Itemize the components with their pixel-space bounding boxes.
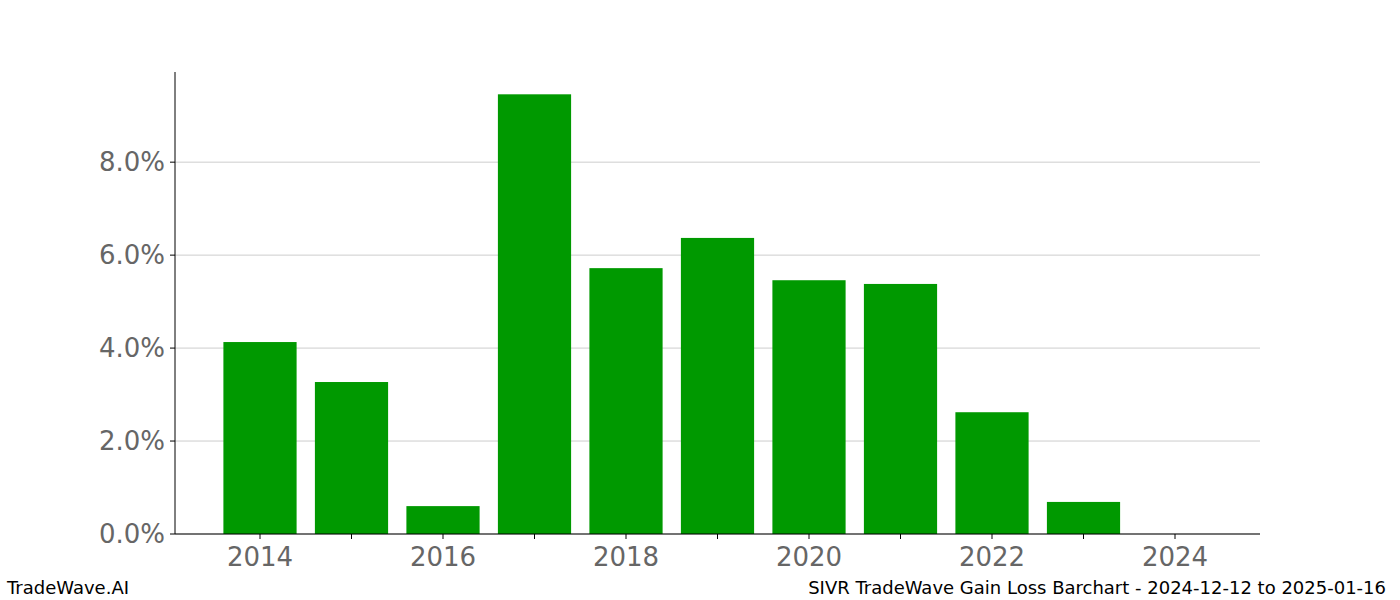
x-tick-label: 2022	[959, 542, 1025, 572]
y-tick-label: 8.0%	[99, 147, 165, 177]
x-tick	[443, 534, 444, 539]
bar	[589, 268, 662, 534]
bar	[864, 284, 937, 534]
x-tick	[260, 534, 261, 539]
title: SIVR TradeWave Gain Loss Barchart - 2024…	[808, 577, 1386, 598]
y-tick-label: 2.0%	[99, 426, 165, 456]
bar	[772, 280, 845, 534]
x-tick	[992, 534, 993, 539]
y-tick	[170, 255, 175, 256]
grid-line	[175, 162, 1260, 163]
x-tick	[534, 534, 535, 539]
x-tick-label: 2018	[593, 542, 659, 572]
x-tick	[900, 534, 901, 539]
bar	[406, 506, 479, 534]
x-tick	[1083, 534, 1084, 539]
bar	[955, 412, 1028, 534]
x-tick	[1175, 534, 1176, 539]
y-tick	[170, 441, 175, 442]
y-tick-label: 6.0%	[99, 240, 165, 270]
y-tick	[170, 348, 175, 349]
x-tick-label: 2014	[227, 542, 293, 572]
x-tick	[626, 534, 627, 539]
bar	[315, 382, 388, 534]
y-tick-label: 0.0%	[99, 519, 165, 549]
x-tick-label: 2024	[1142, 542, 1208, 572]
x-tick	[717, 534, 718, 539]
x-tick-label: 2020	[776, 542, 842, 572]
bar	[498, 94, 571, 534]
source: TradeWave.AI	[6, 577, 129, 598]
bar	[223, 342, 296, 534]
x-tick-label: 2016	[410, 542, 476, 572]
y-tick	[170, 162, 175, 163]
y-tick-label: 4.0%	[99, 333, 165, 363]
chart: 0.0% 2.0% 4.0% 6.0% 8.0% 2014 2016 2018 2020 2022…	[0, 0, 1400, 600]
y-axis	[175, 72, 176, 534]
bar	[1047, 502, 1120, 534]
y-tick	[170, 534, 175, 535]
x-tick	[351, 534, 352, 539]
x-tick	[809, 534, 810, 539]
bar	[681, 238, 754, 534]
